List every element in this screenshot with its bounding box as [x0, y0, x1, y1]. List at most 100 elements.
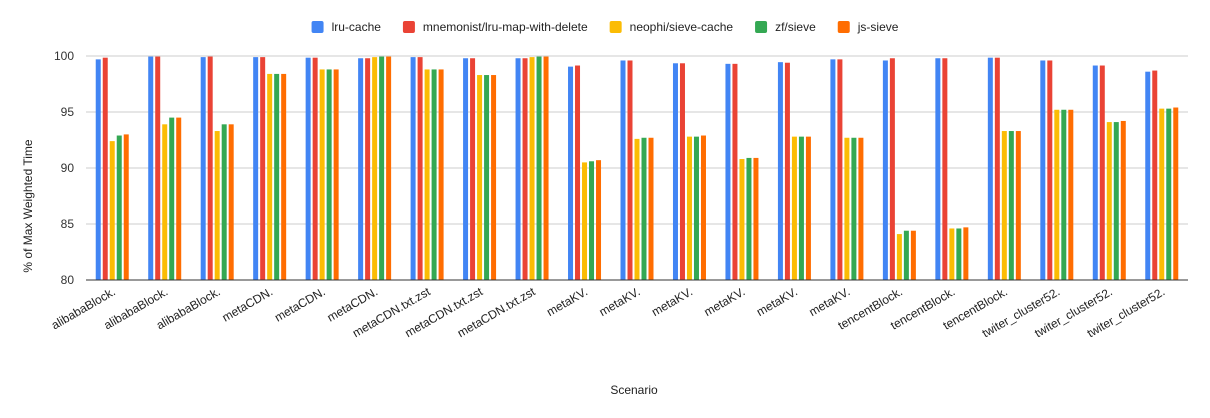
bar	[281, 73, 287, 280]
bar	[267, 73, 273, 280]
bar	[903, 230, 909, 280]
bar	[746, 157, 752, 280]
bar	[529, 57, 535, 281]
bar	[910, 230, 916, 280]
bar	[700, 135, 706, 280]
bar	[379, 56, 385, 281]
legend-item: mnemonist/lru-map-with-delete	[402, 20, 588, 34]
y-tick-label: 100	[54, 49, 74, 63]
bar	[686, 136, 692, 280]
bar	[679, 63, 685, 280]
bar	[956, 228, 962, 280]
legend-item: lru-cache	[311, 20, 381, 34]
bar	[882, 60, 888, 281]
bar	[169, 117, 175, 280]
bar	[798, 136, 804, 280]
bar	[568, 66, 574, 280]
bar	[536, 56, 542, 281]
legend-swatch	[609, 21, 622, 33]
bar	[326, 69, 332, 280]
bar	[1145, 71, 1151, 281]
legend-label: mnemonist/lru-map-with-delete	[423, 20, 588, 34]
legend-swatch	[311, 21, 324, 33]
bar	[844, 137, 850, 280]
bar	[627, 60, 633, 281]
bar	[1152, 70, 1158, 280]
bar	[777, 62, 783, 280]
bar	[693, 136, 699, 280]
bar	[791, 136, 797, 280]
bar	[438, 69, 444, 280]
bar	[221, 124, 227, 280]
y-axis-title: % of Max Weighted Time	[21, 139, 35, 272]
bar	[1092, 65, 1098, 281]
x-axis-title: Scenario	[610, 383, 658, 397]
bar	[620, 60, 626, 281]
legend-label: js-sieve	[857, 20, 899, 34]
bar	[753, 157, 759, 280]
bar	[200, 57, 206, 281]
bar	[1099, 65, 1105, 281]
bar	[162, 124, 168, 280]
legend-item: js-sieve	[837, 20, 899, 34]
bar	[116, 135, 122, 280]
y-tick-label: 85	[61, 217, 75, 231]
bar	[949, 228, 955, 280]
bar	[477, 75, 483, 280]
legend-label: zf/sieve	[775, 20, 816, 34]
bar	[365, 58, 371, 280]
bar	[410, 57, 416, 281]
bar	[648, 137, 654, 280]
bar	[1047, 60, 1053, 281]
bar	[641, 137, 647, 280]
y-tick-label: 90	[61, 161, 75, 175]
bar	[123, 134, 129, 280]
legend-item: zf/sieve	[755, 20, 816, 34]
bar	[319, 69, 325, 280]
legend-swatch	[755, 21, 768, 33]
bar	[109, 141, 115, 280]
legend-label: neophi/sieve-cache	[630, 20, 734, 34]
bars	[86, 56, 1188, 281]
bar	[102, 57, 108, 281]
bar	[942, 58, 948, 280]
bar	[837, 59, 843, 280]
bar	[207, 56, 213, 281]
y-tick-labels: 80 85 90 95 100	[54, 49, 74, 287]
bar	[784, 62, 790, 280]
bar	[994, 57, 1000, 281]
bar	[305, 57, 311, 281]
bar	[522, 58, 528, 280]
bar	[543, 56, 549, 281]
bar	[1120, 120, 1126, 281]
bar	[830, 59, 836, 280]
bar	[312, 57, 318, 281]
bar	[148, 56, 154, 281]
bar	[1015, 131, 1021, 280]
bar	[575, 65, 581, 281]
bar	[463, 58, 469, 280]
bar	[1166, 108, 1172, 280]
bar	[732, 63, 738, 281]
bar	[228, 124, 234, 280]
bar	[851, 137, 857, 280]
bar	[358, 58, 364, 280]
bar	[1106, 122, 1112, 280]
bar	[417, 57, 423, 281]
legend-item: neophi/sieve-cache	[609, 20, 734, 34]
legend-swatch	[402, 21, 415, 33]
bar	[1008, 131, 1014, 280]
legend: lru-cache mnemonist/lru-map-with-delete ne…	[311, 20, 899, 34]
bar	[805, 136, 811, 280]
y-tick-label: 95	[61, 105, 75, 119]
bar	[589, 161, 595, 280]
bar	[333, 69, 339, 280]
bar	[858, 137, 864, 280]
bar	[582, 162, 588, 280]
bar	[260, 57, 266, 281]
bar	[634, 138, 640, 280]
y-tick-label: 80	[61, 273, 75, 287]
bar	[274, 73, 280, 280]
